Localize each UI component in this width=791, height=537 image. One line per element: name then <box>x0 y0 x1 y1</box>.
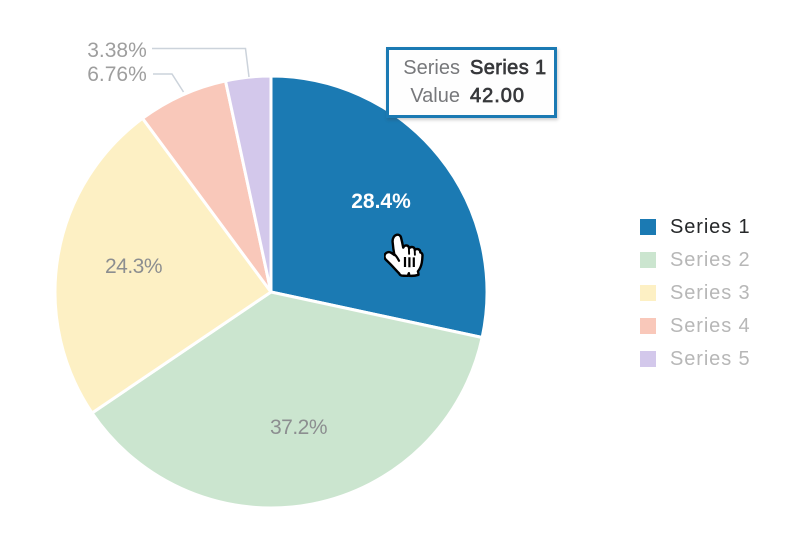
svg-text:37.2%: 37.2% <box>270 416 327 439</box>
svg-text:6.76%: 6.76% <box>87 63 147 86</box>
svg-text:24.3%: 24.3% <box>105 255 162 278</box>
svg-text:3.38%: 3.38% <box>87 39 147 62</box>
svg-text:28.4%: 28.4% <box>351 190 411 213</box>
